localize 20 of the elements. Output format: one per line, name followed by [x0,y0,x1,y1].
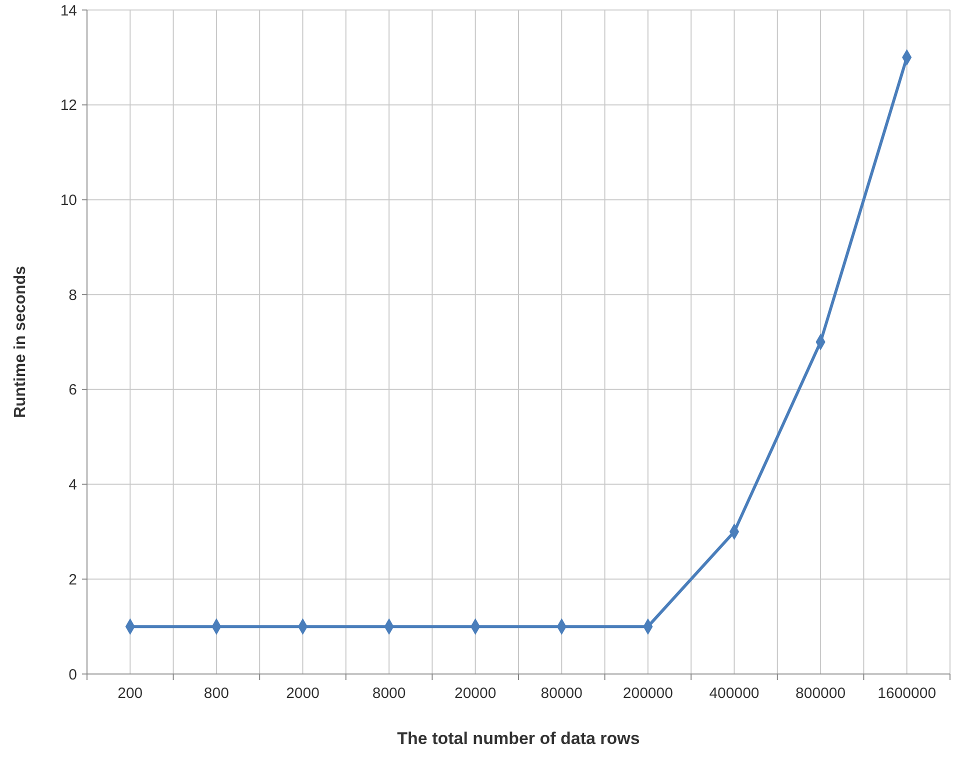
y-axis-title: Runtime in seconds [12,266,29,418]
x-tick-label: 80000 [540,685,583,702]
y-tick-label: 8 [68,286,77,304]
y-tick-label: 12 [60,97,77,114]
y-tick-label: 14 [60,2,77,20]
x-tick-label: 1600000 [878,685,936,702]
y-tick-label: 10 [60,192,77,209]
y-tick-label: 2 [68,571,77,588]
x-tick-label: 20000 [454,685,496,702]
y-tick-label: 6 [68,382,77,399]
x-tick-label: 800000 [796,685,846,702]
x-axis-title: The total number of data rows [397,729,640,748]
y-tick-label: 0 [68,666,77,684]
x-tick-label: 400000 [709,685,760,702]
x-tick-label: 200000 [622,685,673,702]
x-tick-label: 2000 [286,685,320,702]
y-tick-label: 4 [68,476,77,494]
x-tick-label: 8000 [372,685,406,702]
x-tick-label: 200 [118,685,143,702]
x-tick-label: 800 [204,685,229,702]
